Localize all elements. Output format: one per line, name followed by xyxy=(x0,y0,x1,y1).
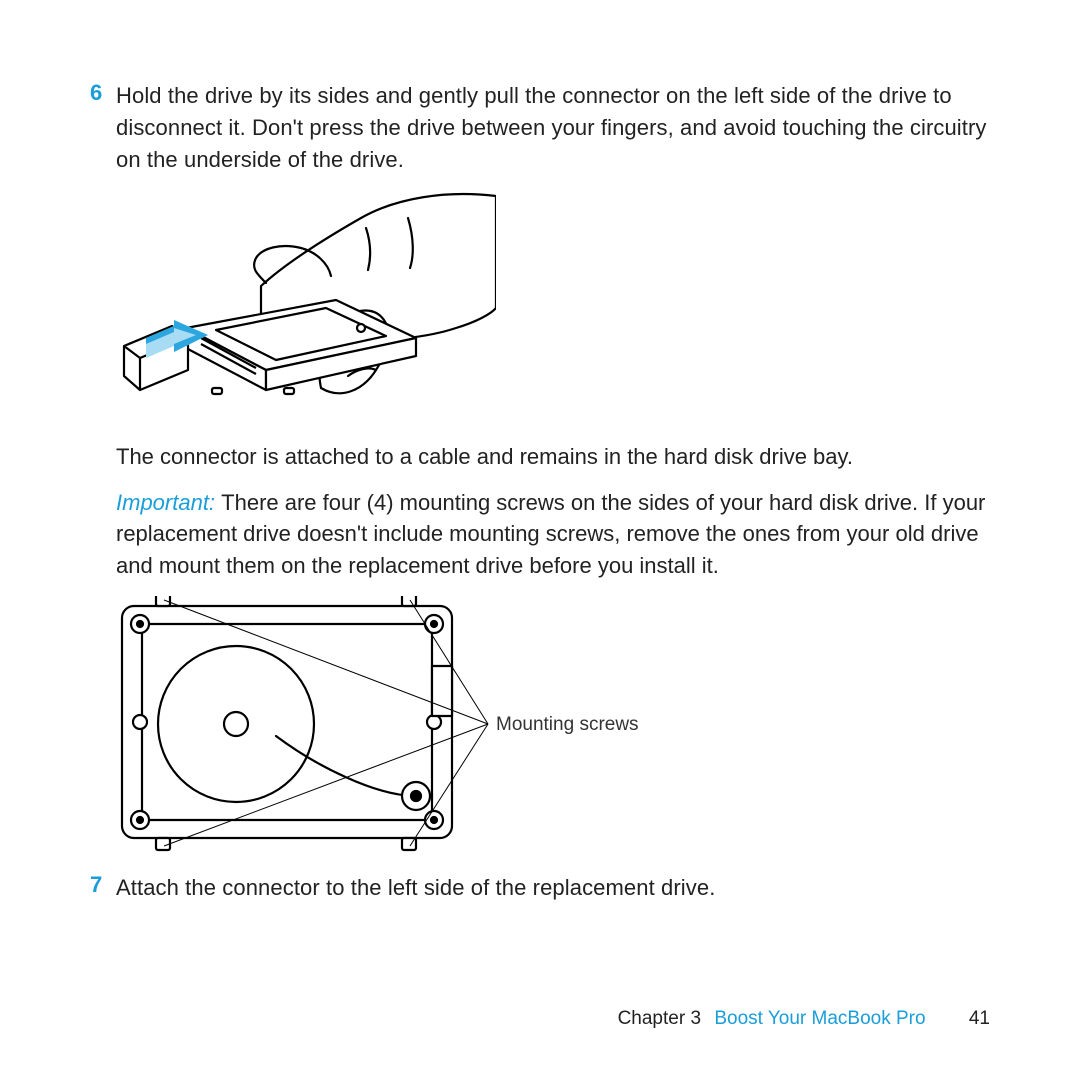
step-6-number: 6 xyxy=(90,80,116,106)
important-label: Important: xyxy=(116,490,221,515)
figure-mounting-screws: Mounting screws xyxy=(116,596,990,858)
footer-chapter-title: Boost Your MacBook Pro xyxy=(714,1008,925,1029)
mounting-screws-label: Mounting screws xyxy=(496,714,639,735)
step-7-number: 7 xyxy=(90,872,116,898)
figure-hand-drive xyxy=(116,188,990,423)
step-6: 6 Hold the drive by its sides and gently… xyxy=(90,80,990,176)
important-text: There are four (4) mounting screws on th… xyxy=(116,490,985,579)
manual-page: 6 Hold the drive by its sides and gently… xyxy=(0,0,1080,1080)
step-7: 7 Attach the connector to the left side … xyxy=(90,872,990,904)
step-7-text: Attach the connector to the left side of… xyxy=(116,872,715,904)
footer-page-number: 41 xyxy=(969,1008,990,1029)
important-note: Important: There are four (4) mounting s… xyxy=(116,487,990,583)
page-footer: Chapter 3 Boost Your MacBook Pro 41 xyxy=(618,1008,990,1030)
step-6-text: Hold the drive by its sides and gently p… xyxy=(116,80,990,176)
footer-chapter-word: Chapter xyxy=(618,1008,686,1029)
connector-note: The connector is attached to a cable and… xyxy=(116,441,990,473)
footer-chapter-num: 3 xyxy=(690,1008,701,1029)
